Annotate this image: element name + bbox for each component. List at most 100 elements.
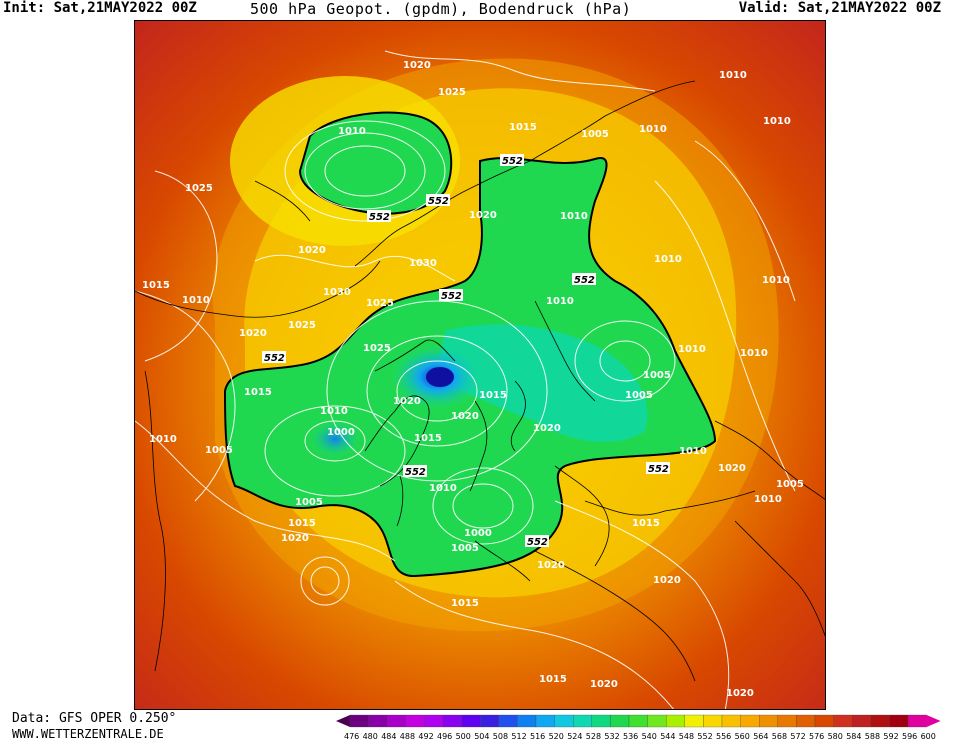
svg-text:552: 552	[574, 275, 595, 286]
legend-value-label: 556	[716, 732, 731, 741]
low-pressure-cell-northwest	[298, 111, 453, 215]
legend-color-cell	[796, 714, 816, 728]
pressure-label: 1020	[393, 396, 421, 407]
legend-value-label: 592	[883, 732, 898, 741]
pressure-label: 1010	[639, 124, 667, 135]
pressure-label: 1010	[762, 275, 790, 286]
legend-color-cell	[424, 714, 444, 728]
contour-label: 552	[572, 273, 596, 286]
legend-value-label: 584	[846, 732, 861, 741]
pressure-label: 1005	[205, 445, 233, 456]
pressure-label: 1015	[288, 518, 316, 529]
legend-color-cell	[852, 714, 871, 728]
pressure-label: 1025	[438, 87, 466, 98]
pressure-label: 1020	[726, 688, 754, 699]
pressure-label: 1020	[469, 210, 497, 221]
legend-value-label: 572	[790, 732, 805, 741]
contour-label: 552	[525, 535, 549, 548]
legend-color-cell	[684, 714, 704, 728]
legend-value-label: 512	[511, 732, 526, 741]
pressure-label: 1015	[244, 387, 272, 398]
pressure-label: 1030	[323, 287, 351, 298]
data-source-label: Data: GFS OPER 0.250°	[12, 711, 177, 726]
legend-color-cell	[721, 714, 741, 728]
legend-value-label: 536	[623, 732, 638, 741]
pressure-label: 1015	[539, 674, 567, 685]
contour-label: 552	[646, 462, 670, 475]
isobar-lines	[135, 50, 796, 709]
pressure-label: 1010	[338, 126, 366, 137]
legend-color-cell	[573, 714, 592, 728]
pressure-label: 1010	[429, 483, 457, 494]
legend-color-cell	[517, 714, 537, 728]
legend-value-label: 516	[530, 732, 545, 741]
weather-map[interactable]: 552 552 552 552 552 552 552 552 552 1020…	[134, 20, 826, 710]
pressure-label: 1000	[464, 528, 492, 539]
website-label: WWW.WETTERZENTRALE.DE	[12, 727, 164, 741]
init-time: Init: Sat,21MAY2022 00Z	[3, 0, 197, 16]
legend-value-label: 480	[363, 732, 378, 741]
legend-color-cell	[591, 714, 611, 728]
legend-value-label: 588	[865, 732, 880, 741]
legend-color-cell	[889, 714, 909, 728]
legend-value-label: 492	[418, 732, 433, 741]
legend-value-label: 524	[567, 732, 582, 741]
legend-value-label: 500	[456, 732, 471, 741]
pressure-label: 1025	[366, 298, 394, 309]
pressure-label: 1010	[763, 116, 791, 127]
contour-label: 552	[403, 465, 427, 478]
coastlines	[135, 80, 825, 682]
pressure-label: 1010	[754, 494, 782, 505]
legend-value-label: 508	[493, 732, 508, 741]
legend-color-cell	[535, 714, 555, 728]
pressure-label: 1025	[363, 343, 391, 354]
legend-color-cell	[759, 714, 778, 728]
pressure-label: 1005	[643, 370, 671, 381]
pressure-label: 1020	[451, 411, 479, 422]
svg-text:552: 552	[441, 291, 462, 302]
pressure-label: 1010	[654, 254, 682, 265]
legend-value-label: 548	[679, 732, 694, 741]
legend-color-cell	[740, 714, 760, 728]
svg-text:552: 552	[405, 467, 426, 478]
pressure-label: 1010	[560, 211, 588, 222]
pressure-label: 1010	[546, 296, 574, 307]
legend-color-cell	[833, 714, 853, 728]
pressure-label: 1010	[320, 406, 348, 417]
pressure-label: 1025	[185, 183, 213, 194]
legend-color-cell	[777, 714, 797, 728]
legend-value-label: 564	[753, 732, 768, 741]
pressure-label: 1010	[679, 446, 707, 457]
pressure-label: 1000	[327, 427, 355, 438]
legend-value-label: 528	[586, 732, 601, 741]
contour-label: 552	[262, 351, 286, 364]
legend-value-label: 596	[902, 732, 917, 741]
legend-color-cell	[349, 714, 369, 728]
color-scale-legend: 476 480 484 488 492 496 500 504 508 512 516 520 524 5…	[336, 713, 958, 741]
valid-time: Valid: Sat,21MAY2022 00Z	[738, 0, 941, 16]
pressure-label: 1020	[537, 560, 565, 571]
legend-color-cell	[461, 714, 481, 728]
pressure-label: 1015	[632, 518, 660, 529]
contour-label: 552	[367, 210, 391, 223]
legend-value-label: 560	[735, 732, 750, 741]
pressure-label: 1015	[414, 433, 442, 444]
pressure-label: 1020	[718, 463, 746, 474]
legend-color-cell	[498, 714, 518, 728]
svg-text:552: 552	[369, 212, 390, 223]
pressure-label: 1010	[678, 344, 706, 355]
contour-552-labels: 552 552 552 552 552 552 552 552 552	[262, 154, 670, 548]
contour-label: 552	[426, 194, 450, 207]
pressure-label: 1010	[719, 70, 747, 81]
legend-value-label: 496	[437, 732, 452, 741]
svg-text:552: 552	[502, 156, 523, 167]
legend-color-cell	[368, 714, 388, 728]
pressure-label: 1020	[533, 423, 561, 434]
legend-value-label: 532	[604, 732, 619, 741]
legend-color-cell	[480, 714, 499, 728]
legend-value-label: 476	[344, 732, 359, 741]
chart-title: 500 hPa Geopot. (gpdm), Bodendruck (hPa)	[250, 0, 632, 18]
pressure-label: 1020	[298, 245, 326, 256]
legend-value-label: 540	[642, 732, 657, 741]
pressure-label: 1010	[740, 348, 768, 359]
